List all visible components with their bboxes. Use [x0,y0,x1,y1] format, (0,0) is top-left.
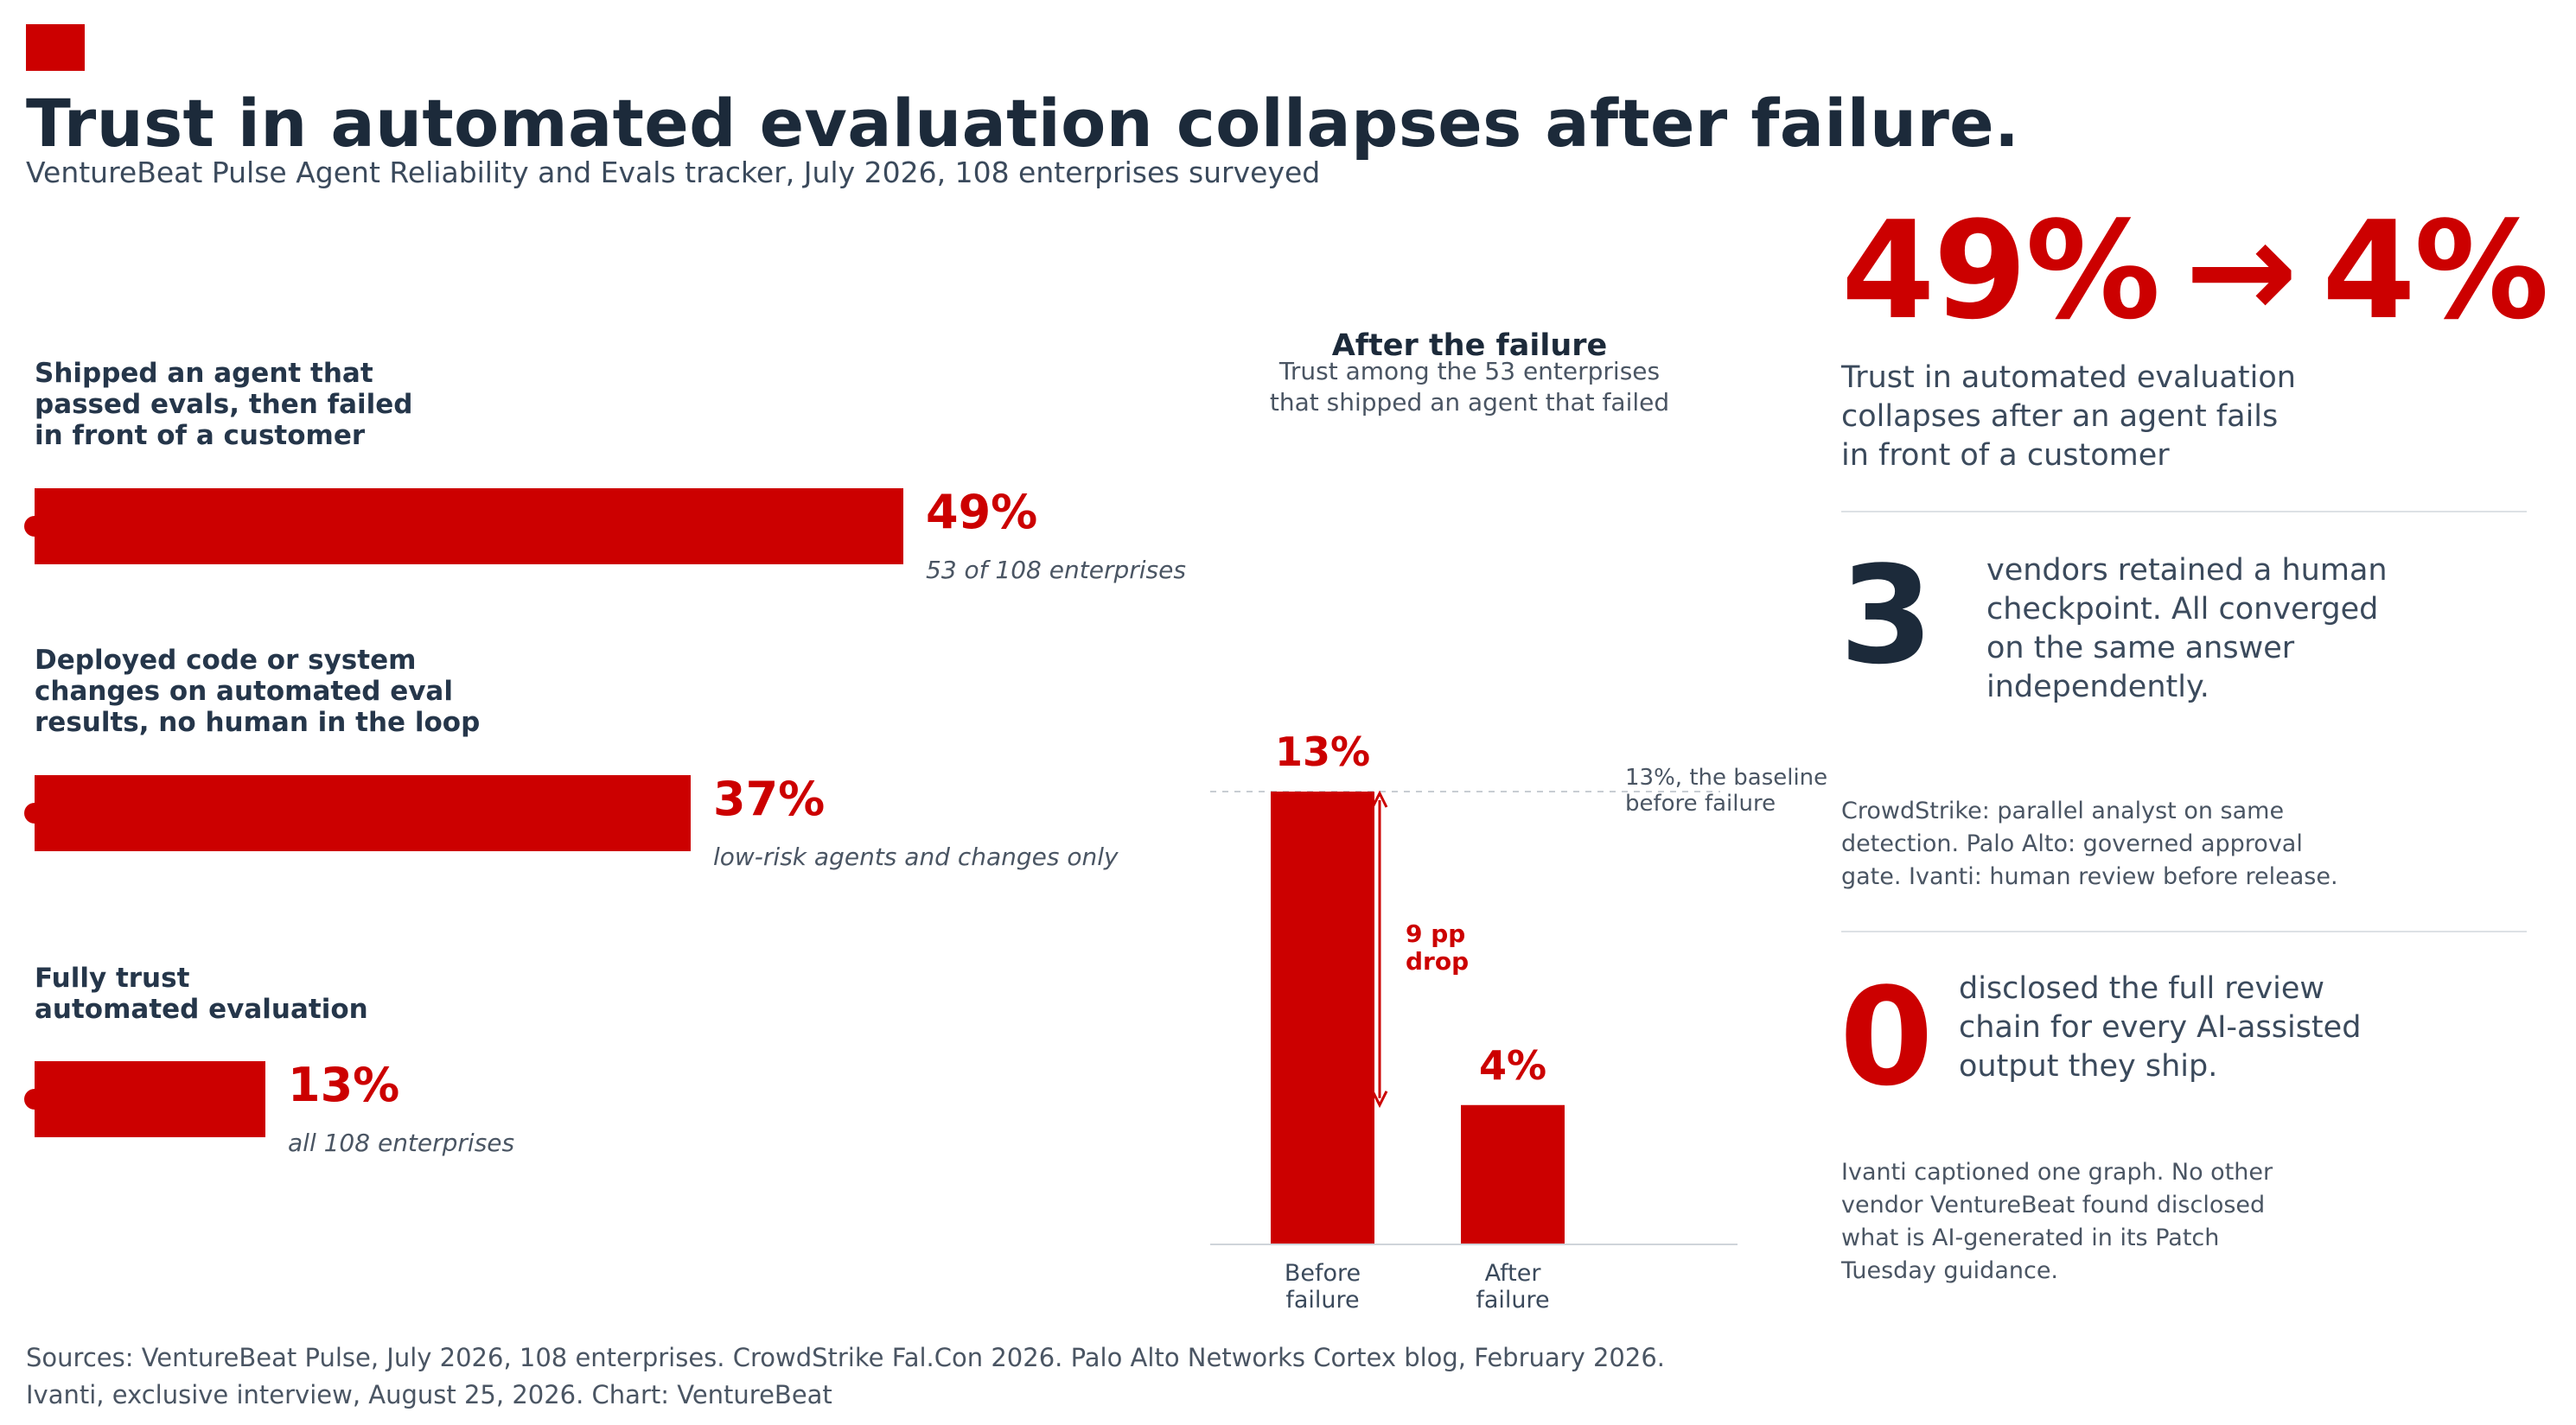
stat-three-detail-line: CrowdStrike: parallel analyst on same [1841,798,2285,824]
bar [1461,1104,1565,1244]
divider [1841,511,2527,512]
bar-value-label: 4% [1479,1042,1546,1089]
bar-category-label-line: changes on automated eval [35,676,453,707]
drop-annotation: drop [1406,947,1469,976]
x-tick-label: failure [1476,1287,1549,1314]
bar-category-label: Shipped an agent that passed evals, then … [35,358,553,451]
bar-category-label: Fully trust automated evaluation [35,963,553,1025]
stat-three-detail-line: gate. Ivanti: human review before releas… [1841,863,2338,890]
bar-category-label-line: passed evals, then failed [35,389,413,420]
headline-stat: 49% → 4% [1841,192,2549,349]
stat-three-text-line: checkpoint. All converged [1986,592,2379,627]
sources-footer: Sources: VentureBeat Pulse, July 2026, 1… [26,1339,1665,1414]
bar-note: low-risk agents and changes only [713,843,1119,871]
mini-chart-subtitle-line: that shipped an agent that failed [1269,388,1670,417]
headline-stat-from: 49% [1841,192,2160,349]
headline-caption: Trust in automated evaluation collapses … [1841,359,2296,475]
stat-zero-detail-line: Tuesday guidance. [1841,1257,2059,1284]
bar-category-label-line: Shipped an agent that [35,358,373,389]
mini-chart-title: After the failure [1331,328,1608,363]
bar-category-label: Deployed code or system changes on automa… [35,645,553,738]
sources-footer-line: Ivanti, exclusive interview, August 25, … [26,1380,832,1409]
drop-annotation: 9 pp [1406,919,1465,948]
stat-zero-text-line: disclosed the full review [1959,971,2325,1006]
stat-three-text: vendors retained a human checkpoint. All… [1986,551,2388,707]
bar-value-label: 49% [926,485,1038,539]
headline-caption-line: collapses after an agent fails [1841,399,2279,434]
divider [1841,931,2527,932]
page-title: Trust in automated evaluation collapses … [26,85,2020,162]
stat-three-detail-line: detection. Palo Alto: governed approval [1841,830,2303,857]
brand-square-icon [26,24,85,71]
stat-three-text-line: independently. [1986,670,2209,704]
baseline-label: before failure [1625,791,1776,817]
x-tick-label: failure [1285,1287,1359,1314]
stat-zero-detail-line: Ivanti captioned one graph. No other [1841,1159,2273,1186]
bar-value-label: 13% [1275,728,1370,775]
x-tick-label: After [1485,1260,1542,1287]
stat-three-text-line: vendors retained a human [1986,553,2388,588]
bar-value-label: 13% [288,1058,400,1112]
sources-footer-line: Sources: VentureBeat Pulse, July 2026, 1… [26,1343,1665,1372]
stat-three-text-line: on the same answer [1986,631,2295,665]
headline-stat-to: 4% [2322,192,2549,349]
stat-zero-detail-line: vendor VentureBeat found disclosed [1841,1192,2266,1218]
stat-zero-number: 0 [1840,958,1934,1116]
baseline-label: 13%, the baseline [1625,765,1827,791]
stat-zero-text-line: chain for every AI-assisted [1959,1010,2362,1045]
headline-caption-line: Trust in automated evaluation [1841,360,2296,395]
bar [35,488,903,564]
stat-zero-text: disclosed the full review chain for ever… [1959,970,2361,1086]
bar-category-label-line: automated evaluation [35,994,368,1025]
x-tick-label: Before [1285,1260,1361,1287]
bar-category-label-line: Fully trust [35,963,190,994]
bar-category-label-line: Deployed code or system [35,645,417,676]
bar-category-label-line: results, no human in the loop [35,707,481,738]
stat-three-detail: CrowdStrike: parallel analyst on same de… [1841,795,2338,894]
arrow-right-icon: → [2184,192,2298,349]
bar [1271,792,1374,1244]
arrow-up-icon [1371,790,1388,808]
arrow-down-icon [1371,1091,1388,1109]
stat-zero-text-line: output they ship. [1959,1049,2218,1084]
bar-value-label: 37% [713,772,826,826]
bar-note: 53 of 108 enterprises [926,556,1186,584]
headline-caption-line: in front of a customer [1841,438,2170,473]
bar [35,775,691,851]
stat-zero-detail: Ivanti captioned one graph. No other ven… [1841,1156,2273,1288]
mini-chart-subtitle-line: Trust among the 53 enterprises [1278,357,1661,385]
bar-category-label-line: in front of a customer [35,420,366,451]
mini-chart-subtitle: Trust among the 53 enterprises that ship… [1210,356,1729,418]
bar-note: all 108 enterprises [288,1129,515,1157]
page-subtitle: VentureBeat Pulse Agent Reliability and … [26,156,1321,189]
stat-zero-detail-line: what is AI-generated in its Patch [1841,1225,2220,1251]
stat-three-number: 3 [1840,537,1934,694]
bar [35,1061,265,1137]
